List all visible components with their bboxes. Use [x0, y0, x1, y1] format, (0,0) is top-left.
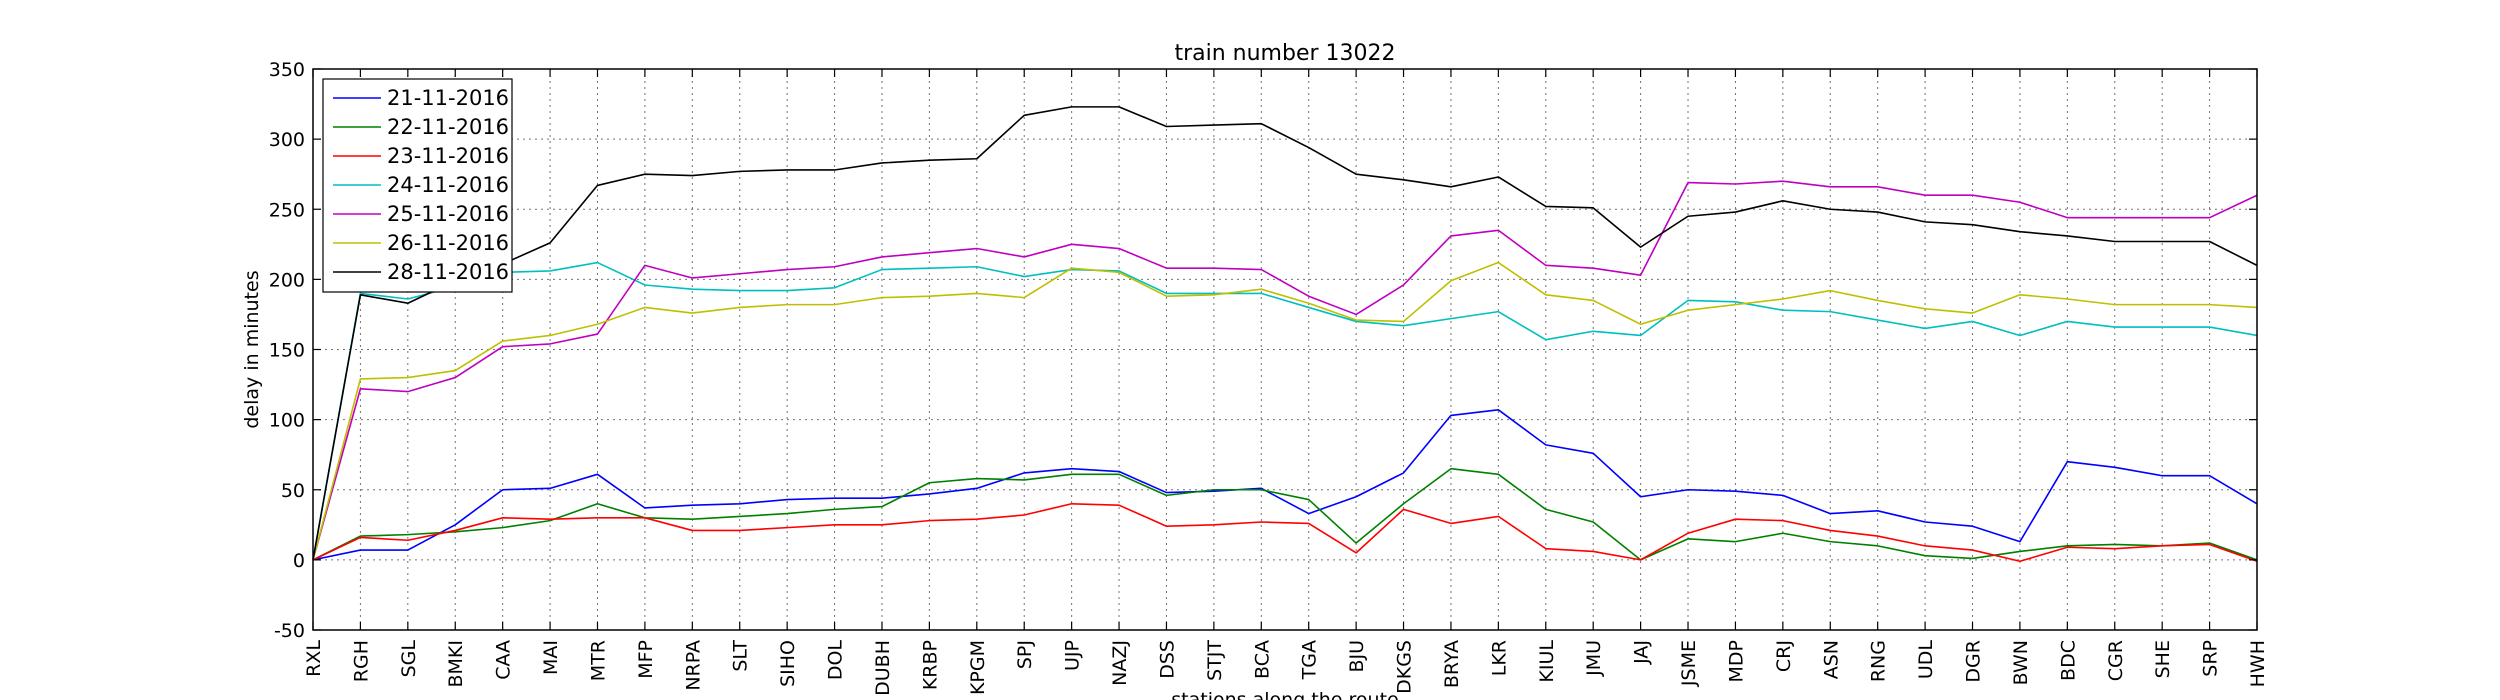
- x-tick-label: CAA: [493, 640, 515, 680]
- series-lines: [312, 106, 2258, 563]
- x-tick-label: RXL: [303, 640, 325, 677]
- y-axis-ticks: -50 0 50 100 150 200 250 300 350: [269, 59, 2257, 642]
- x-tick-label: TGA: [1299, 640, 1321, 680]
- legend-label: 25-11-2016: [387, 202, 509, 226]
- series-line: [312, 261, 2258, 561]
- y-tick-label: 300: [269, 129, 305, 151]
- x-tick-label: RGH: [350, 640, 372, 682]
- y-tick-label: 250: [269, 199, 305, 221]
- x-tick-label: KIUL: [1536, 640, 1558, 683]
- legend-label: 28-11-2016: [387, 260, 509, 284]
- x-tick-label: DUBH: [872, 640, 894, 696]
- chart-title: train number 13022: [1174, 41, 1395, 66]
- x-tick-label: JMU: [1583, 640, 1605, 677]
- x-tick-label: BRYA: [1441, 640, 1463, 688]
- legend-label: 23-11-2016: [387, 144, 509, 168]
- x-tick-label: HWH: [2247, 640, 2269, 687]
- x-tick-label: BJU: [1346, 640, 1368, 673]
- x-tick-label: BDC: [2057, 640, 2079, 681]
- y-tick-label: 150: [269, 340, 305, 362]
- x-tick-label: SIHO: [777, 640, 799, 687]
- x-tick-label: JSME: [1678, 640, 1700, 687]
- x-tick-label: BCA: [1251, 640, 1273, 679]
- y-tick-label: 50: [281, 480, 305, 502]
- legend-label: 24-11-2016: [387, 173, 509, 197]
- x-axis-label: stations along the route: [1171, 689, 1398, 700]
- x-tick-label: NAZJ: [1109, 640, 1131, 686]
- x-tick-label: MTR: [587, 640, 609, 681]
- x-tick-label: BMKI: [445, 640, 467, 688]
- y-axis-label: delay in minutes: [241, 270, 263, 428]
- x-tick-label: SLT: [730, 640, 752, 672]
- x-tick-label: MAI: [540, 640, 562, 675]
- x-tick-label: MDP: [1725, 640, 1747, 682]
- x-tick-label: SRP: [2200, 640, 2222, 677]
- x-tick-label: MFP: [635, 640, 657, 679]
- legend-label: 22-11-2016: [387, 115, 509, 139]
- x-axis-ticks: RXL RGH SGL BMKI CAA MAI MTR MFP NRPA SLT SIHO DOL D…: [303, 69, 2269, 696]
- grid-lines: [313, 69, 2257, 630]
- x-tick-label: DKGS: [1394, 640, 1416, 694]
- x-tick-label: SPJ: [1014, 640, 1036, 669]
- x-tick-label: DOL: [825, 640, 847, 681]
- x-tick-label: CRJ: [1773, 640, 1795, 672]
- x-tick-label: KPGM: [967, 640, 989, 695]
- legend-label: 21-11-2016: [387, 86, 509, 110]
- x-tick-label: JAJ: [1631, 640, 1653, 665]
- x-tick-label: SHE: [2152, 640, 2174, 678]
- x-tick-label: ASN: [1820, 640, 1842, 679]
- series-line: [312, 409, 2258, 561]
- y-tick-label: -50: [274, 620, 305, 642]
- y-tick-label: 350: [269, 59, 305, 81]
- x-tick-label: RNG: [1868, 640, 1890, 682]
- x-tick-label: SGL: [398, 640, 420, 678]
- x-tick-label: STJT: [1204, 640, 1226, 681]
- series-line: [312, 502, 2258, 563]
- x-tick-label: LKR: [1488, 640, 1510, 676]
- y-tick-label: 200: [269, 269, 305, 291]
- legend-label: 26-11-2016: [387, 231, 509, 255]
- x-tick-label: UJP: [1062, 640, 1084, 671]
- y-tick-label: 100: [269, 410, 305, 432]
- x-tick-label: CGR: [2105, 640, 2127, 681]
- series-line: [312, 467, 2258, 561]
- x-tick-label: DGR: [1963, 640, 1985, 683]
- series-line: [312, 180, 2258, 561]
- x-tick-label: DSS: [1156, 640, 1178, 679]
- y-tick-label: 0: [293, 550, 305, 572]
- x-tick-label: BWN: [2010, 640, 2032, 685]
- x-tick-label: NRPA: [682, 640, 704, 691]
- series-line: [312, 106, 2258, 561]
- x-tick-label: KRBP: [919, 640, 941, 690]
- series-line: [312, 261, 2258, 561]
- legend: 21-11-2016 22-11-2016 23-11-2016 24-11-2016…: [322, 78, 513, 293]
- x-tick-label: UDL: [1915, 640, 1937, 680]
